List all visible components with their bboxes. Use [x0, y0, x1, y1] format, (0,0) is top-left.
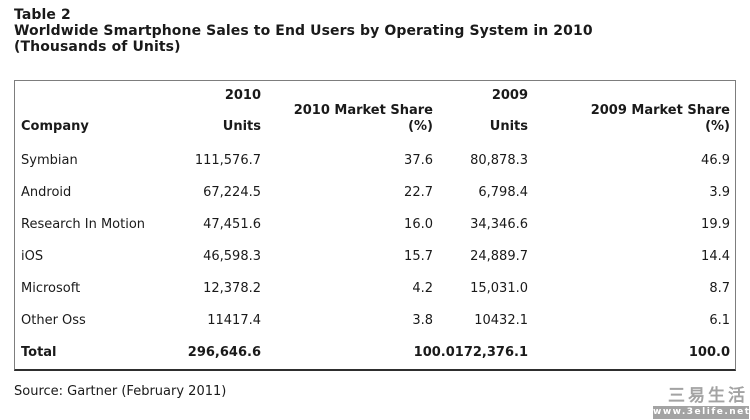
cell-share-2010: 22.7 — [404, 184, 433, 200]
cell-share-2009: 8.7 — [709, 280, 730, 296]
table-title-block: Table 2 Worldwide Smartphone Sales to En… — [14, 7, 593, 55]
cell-share-2009: 19.9 — [701, 216, 730, 232]
cell-company: iOS — [21, 248, 44, 264]
header-line-years: 2010 2009 — [15, 88, 735, 103]
cell-units-2010: 12,378.2 — [203, 280, 261, 296]
cell-share-2009-total: 100.0 — [688, 344, 730, 360]
cell-company: Symbian — [21, 152, 78, 168]
watermark-url: www.3elife.net — [653, 406, 750, 419]
header-2009-market-share: 2009 Market Share — [590, 103, 730, 118]
cell-units-2009: 24,889.7 — [470, 248, 528, 264]
cell-units-2010: 67,224.5 — [203, 184, 261, 200]
cell-company-total: Total — [21, 344, 57, 360]
sales-table: 2010 2009 2010 Market Share 2009 Market … — [14, 80, 736, 371]
table-number: Table 2 — [14, 7, 71, 23]
cell-units-2010: 111,576.7 — [194, 152, 261, 168]
cell-share-2009: 14.4 — [701, 248, 730, 264]
header-2009-percent: (%) — [705, 119, 730, 134]
cell-share-2009: 46.9 — [701, 152, 730, 168]
table-header: 2010 2009 2010 Market Share 2009 Market … — [15, 81, 735, 136]
watermark-logo-text: 三易生活 — [668, 386, 748, 406]
table-row: iOS 46,598.3 15.7 24,889.7 14.4 — [15, 240, 735, 272]
cell-units-2010: 11417.4 — [207, 312, 261, 328]
site-watermark: 三易生活 www.3elife.net — [653, 387, 749, 419]
cell-share-2010: 15.7 — [404, 248, 433, 264]
cell-units-2009: 34,346.6 — [470, 216, 528, 232]
source-note: Source: Gartner (February 2011) — [14, 384, 227, 399]
cell-company: Microsoft — [21, 280, 81, 296]
table-row: Other Oss 11417.4 3.8 10432.1 6.1 — [15, 304, 735, 336]
header-2010-percent: (%) — [408, 119, 433, 134]
cell-units-2009: 15,031.0 — [470, 280, 528, 296]
cell-company: Research In Motion — [21, 216, 146, 232]
cell-company: Other Oss — [21, 312, 86, 328]
table-row: Android 67,224.5 22.7 6,798.4 3.9 — [15, 176, 735, 208]
cell-units-2009: 6,798.4 — [478, 184, 528, 200]
header-2010-year: 2010 — [224, 88, 261, 103]
cell-share-2010: 3.8 — [412, 312, 433, 328]
table-row: Research In Motion 47,451.6 16.0 34,346.… — [15, 208, 735, 240]
header-2010-market-share: 2010 Market Share — [293, 103, 433, 118]
cell-units-2009: 10432.1 — [474, 312, 528, 328]
cell-units-2009: 80,878.3 — [470, 152, 528, 168]
header-2009-year: 2009 — [491, 88, 528, 103]
cell-share-2010: 4.2 — [412, 280, 433, 296]
cell-share-2009: 6.1 — [709, 312, 730, 328]
header-2010-units: Units — [222, 119, 261, 134]
table-total-row: Total 296,646.6 100.0 172,376.1 100.0 — [15, 336, 735, 368]
total-merged-share2010-units2009: 100.0 172,376.1 — [261, 345, 528, 360]
table-row: Microsoft 12,378.2 4.2 15,031.0 8.7 — [15, 272, 735, 304]
table-subtitle: (Thousands of Units) — [14, 39, 181, 55]
header-line-labels: Company Units (%) Units (%) — [15, 118, 735, 136]
header-2009-units: Units — [489, 119, 528, 134]
table-row: Symbian 111,576.7 37.6 80,878.3 46.9 — [15, 144, 735, 176]
cell-share-2010: 37.6 — [404, 152, 433, 168]
header-line-share-titles: 2010 Market Share 2009 Market Share — [15, 103, 735, 118]
cell-units-2010-total: 296,646.6 — [187, 344, 261, 360]
table-body: Symbian 111,576.7 37.6 80,878.3 46.9 And… — [15, 144, 735, 368]
cell-units-2010: 47,451.6 — [203, 216, 261, 232]
cell-units-2009-total: 172,376.1 — [454, 344, 528, 360]
table-title: Worldwide Smartphone Sales to End Users … — [14, 23, 593, 39]
cell-units-2010: 46,598.3 — [203, 248, 261, 264]
cell-share-2010-total: 100.0 — [413, 344, 455, 360]
header-company: Company — [21, 119, 89, 134]
cell-share-2009: 3.9 — [709, 184, 730, 200]
cell-company: Android — [21, 184, 72, 200]
cell-share-2010: 16.0 — [404, 216, 433, 232]
